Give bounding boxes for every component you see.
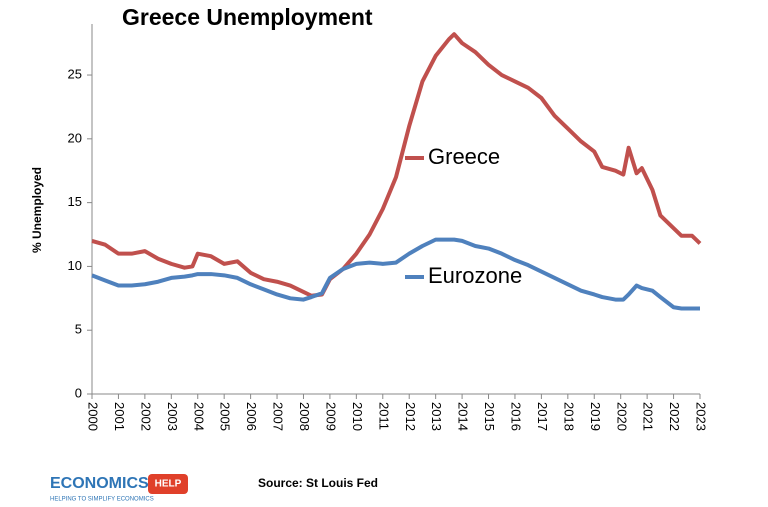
x-tick-label: 2001 <box>112 402 127 431</box>
y-tick-label: 0 <box>75 385 82 400</box>
y-tick-label: 25 <box>68 66 82 81</box>
logo: ECONOMICS HELP HELPING TO SIMPLIFY ECONO… <box>50 474 188 503</box>
x-tick-label: 2002 <box>138 402 153 431</box>
x-tick-label: 2018 <box>561 402 576 431</box>
legend-label: Eurozone <box>428 263 522 288</box>
x-tick-label: 2015 <box>482 402 497 431</box>
x-tick-label: 2006 <box>244 402 259 431</box>
x-tick-label: 2016 <box>509 402 524 431</box>
logo-badge-bg <box>148 474 188 494</box>
x-tick-label: 2011 <box>376 402 391 430</box>
x-tick-label: 2005 <box>218 402 233 431</box>
logo-tagline: HELPING TO SIMPLIFY ECONOMICS <box>50 497 154 503</box>
y-tick-label: 20 <box>68 130 82 145</box>
x-tick-label: 2000 <box>86 402 101 431</box>
x-tick-label: 2008 <box>297 402 312 431</box>
x-tick-label: 2003 <box>165 402 180 431</box>
x-tick-label: 2017 <box>535 402 550 431</box>
series-line <box>91 237 700 311</box>
y-tick-label: 5 <box>75 322 82 337</box>
series-line <box>91 32 702 298</box>
x-tick-label: 2004 <box>191 402 206 431</box>
x-tick-label: 2007 <box>271 402 286 431</box>
logo-text: ECONOMICS <box>50 475 149 492</box>
x-tick-label: 2010 <box>350 402 365 431</box>
legend-label: Greece <box>428 144 500 169</box>
x-tick-label: 2009 <box>323 402 338 431</box>
x-tick-label: 2012 <box>403 402 418 431</box>
logo-badge: HELP <box>155 479 182 490</box>
y-axis-title: % Unemployed <box>30 167 44 253</box>
x-tick-label: 2019 <box>588 402 603 431</box>
x-tick-label: 2023 <box>694 402 709 431</box>
x-tick-label: 2014 <box>456 402 471 431</box>
x-tick-label: 2013 <box>429 402 444 431</box>
y-tick-label: 15 <box>68 194 82 209</box>
x-tick-label: 2022 <box>667 402 682 431</box>
y-tick-label: 10 <box>68 258 82 273</box>
x-tick-label: 2020 <box>614 402 629 431</box>
chart-title: Greece Unemployment <box>122 4 373 30</box>
source: Source: St Louis Fed <box>258 476 378 490</box>
x-tick-label: 2021 <box>641 402 656 431</box>
